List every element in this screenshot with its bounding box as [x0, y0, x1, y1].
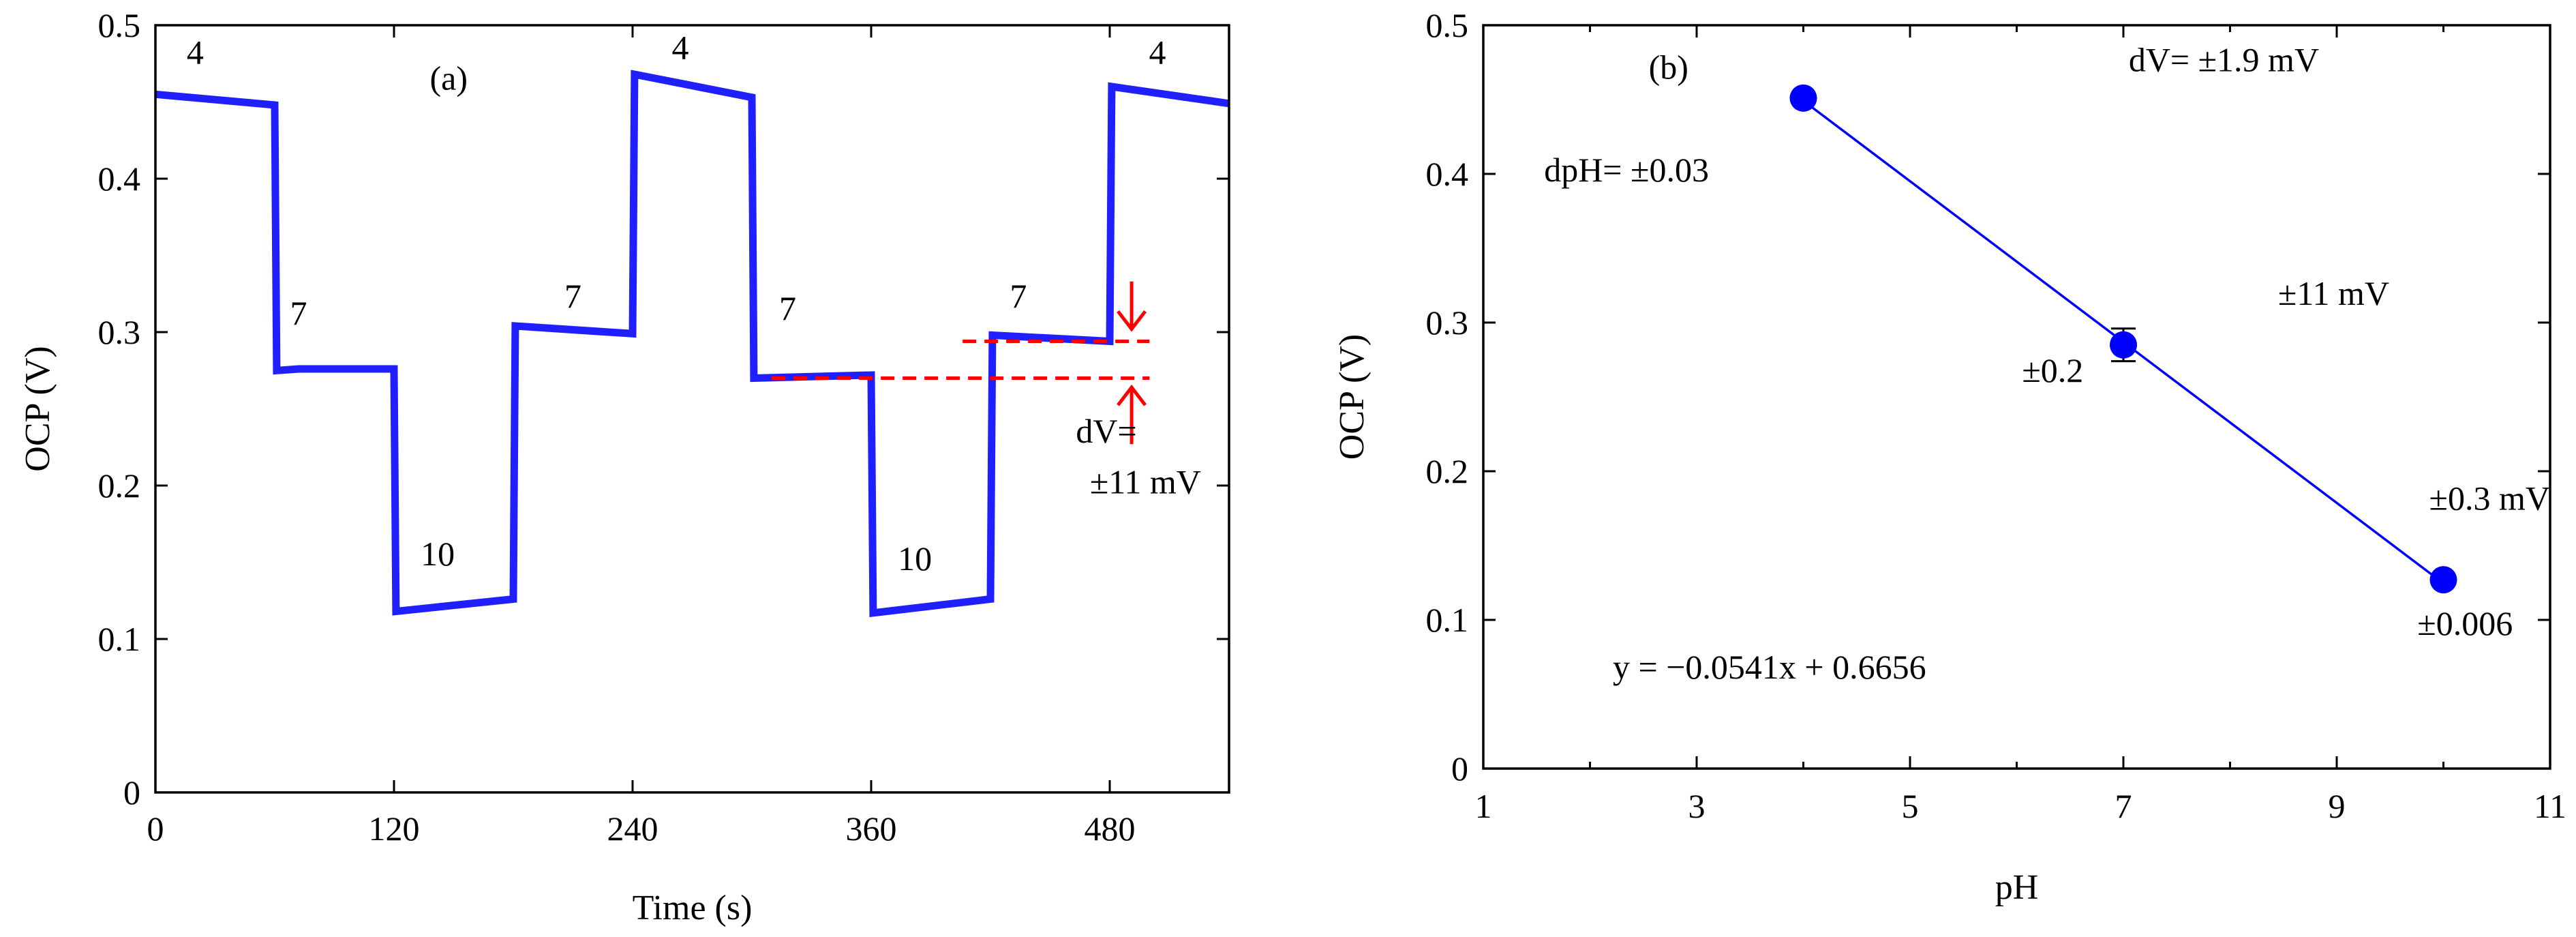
x-tick-label: 1 — [1475, 787, 1492, 825]
dph-annotation: dpH= ±0.03 — [1544, 151, 1709, 189]
dv-annotation: ±11 mV — [1090, 462, 1201, 501]
y-tick-label: 0.4 — [1426, 155, 1469, 193]
y-tick-label: 0.3 — [98, 313, 141, 351]
x-tick-label: 7 — [2115, 787, 2132, 825]
x-axis-label: Time (s) — [633, 889, 753, 927]
y-tick-label: 0 — [1451, 749, 1468, 788]
x-tick-label: 5 — [1902, 787, 1919, 825]
dph-annotation: ±0.2 — [2022, 351, 2083, 389]
dv-annotation: ±0.3 mV — [2429, 479, 2550, 518]
data-point — [2429, 566, 2457, 594]
x-tick-label: 120 — [369, 809, 420, 848]
ph-label: 10 — [898, 539, 932, 578]
ph-label: 7 — [564, 277, 581, 315]
y-tick-label: 0.2 — [98, 466, 141, 505]
x-tick-label: 480 — [1085, 809, 1136, 848]
y-tick-label: 0.5 — [98, 6, 141, 44]
dph-annotation: ±0.006 — [2417, 604, 2513, 642]
ph-label: 4 — [1149, 33, 1166, 71]
ph-label: 4 — [672, 29, 689, 67]
panel-a: 0 0.1 0.2 0.3 0.4 0.5 0 120 240 360 480 Time (s) OCP… — [18, 6, 1230, 927]
x-tick-label: 240 — [607, 809, 658, 848]
x-tick-label: 11 — [2534, 787, 2566, 825]
y-tick-label: 0.2 — [1426, 452, 1469, 490]
dv-annotation: ±11 mV — [2278, 274, 2389, 312]
y-axis-label: OCP (V) — [1333, 334, 1372, 460]
dv-annotation: dV= — [1076, 412, 1136, 450]
y-tick-label: 0.5 — [1426, 6, 1469, 44]
y-tick-label: 0 — [123, 773, 140, 812]
x-tick-label: 0 — [147, 809, 164, 848]
dv-annotation: dV= ±1.9 mV — [2129, 41, 2319, 79]
panel-b: 0 0.1 0.2 0.3 0.4 0.5 1 3 5 7 9 11 pH OCP (V) y = −0.0… — [1333, 6, 2566, 907]
data-point — [1789, 84, 1817, 112]
y-tick-label: 0.4 — [98, 160, 141, 198]
y-tick-label: 0.1 — [98, 620, 141, 658]
ph-label: 7 — [779, 289, 796, 327]
plot-frame-a — [154, 24, 1230, 794]
x-tick-label: 3 — [1688, 787, 1706, 825]
ph-label: 7 — [290, 294, 307, 332]
x-tick-label: 9 — [2329, 787, 2346, 825]
ph-label: 4 — [187, 33, 204, 71]
panel-label-a: (a) — [430, 59, 468, 98]
y-axis-label: OCP (V) — [18, 346, 57, 471]
panel-label-b: (b) — [1649, 48, 1688, 86]
y-tick-label: 0.1 — [1426, 601, 1469, 639]
x-tick-label: 360 — [846, 809, 897, 848]
difference-arrow-head — [1117, 310, 1147, 332]
ocp-series-line — [155, 70, 1230, 617]
ph-label: 10 — [421, 535, 455, 573]
ph-label: 7 — [1010, 277, 1027, 315]
y-tick-label: 0.3 — [1426, 303, 1469, 342]
fit-equation: y = −0.0541x + 0.6656 — [1613, 648, 1926, 686]
data-point — [2110, 331, 2137, 359]
difference-arrow-head — [1117, 384, 1147, 406]
x-axis-label: pH — [1995, 868, 2039, 907]
